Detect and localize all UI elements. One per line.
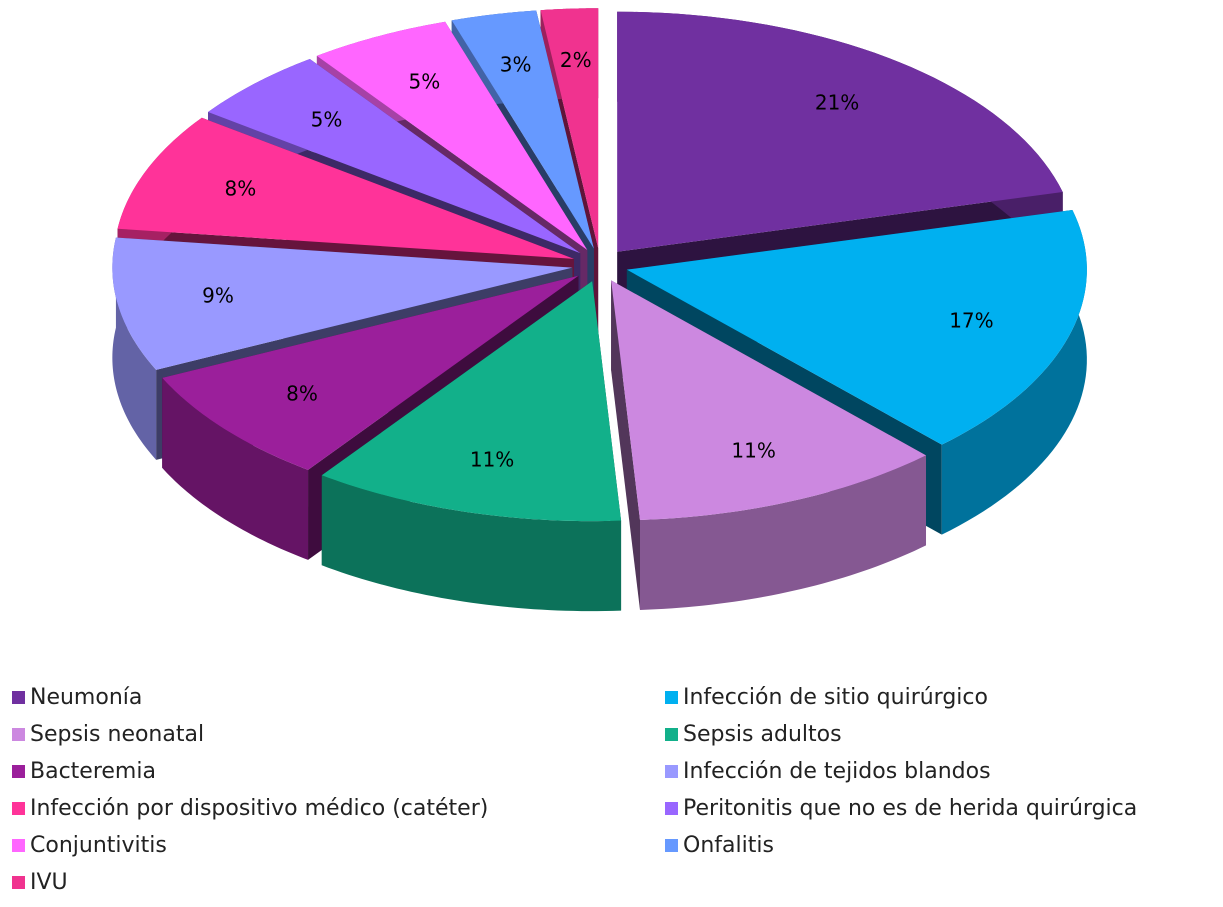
slice <box>611 280 927 520</box>
slice <box>617 11 1063 252</box>
legend-swatch <box>665 839 678 852</box>
legend-label: Conjuntivitis <box>30 833 167 858</box>
legend-label: Bacteremia <box>30 759 156 784</box>
slice <box>451 10 594 249</box>
legend-swatch <box>12 802 25 815</box>
data-label: 3% <box>500 52 532 76</box>
data-label: 11% <box>731 439 775 463</box>
legend-swatch <box>665 765 678 778</box>
data-label: 17% <box>949 308 993 332</box>
legend-label: Sepsis neonatal <box>30 722 204 747</box>
slice-wall <box>640 455 927 610</box>
data-label: 5% <box>311 107 343 131</box>
legend-label: Neumonía <box>30 685 142 710</box>
slice <box>316 21 588 251</box>
slice <box>321 281 622 522</box>
legend-swatch <box>12 765 25 778</box>
data-label: 5% <box>409 70 441 94</box>
data-label: 8% <box>224 176 256 200</box>
slice <box>117 117 574 259</box>
legend-label: Peritonitis que no es de herida quirúrgi… <box>683 796 1137 821</box>
data-label: 21% <box>815 90 859 114</box>
legend-label: Sepsis adultos <box>683 722 842 747</box>
data-label: 8% <box>286 382 318 406</box>
legend-swatch <box>12 876 25 889</box>
data-label: 2% <box>560 48 592 72</box>
slice <box>112 237 573 370</box>
slice <box>540 8 599 249</box>
legend-label: Infección por dispositivo médico (catéte… <box>30 796 488 821</box>
legend-label: IVU <box>30 870 68 895</box>
legend-swatch <box>665 691 678 704</box>
slice <box>626 210 1087 445</box>
legend-swatch <box>665 728 678 741</box>
slice <box>208 58 581 254</box>
slice-side <box>611 280 641 610</box>
data-label: 11% <box>470 447 514 471</box>
slice-wall <box>162 377 309 560</box>
legend-label: Onfalitis <box>683 833 774 858</box>
legend-swatch <box>12 691 25 704</box>
legend-swatch <box>12 728 25 741</box>
slice <box>162 275 579 470</box>
legend-swatch <box>665 802 678 815</box>
legend-label: Infección de sitio quirúrgico <box>683 685 988 710</box>
legend-swatch <box>12 839 25 852</box>
data-label: 9% <box>202 283 234 307</box>
slice-wall <box>112 237 157 460</box>
slice-wall <box>321 475 622 612</box>
slice-wall <box>941 210 1087 535</box>
legend-label: Infección de tejidos blandos <box>683 759 991 784</box>
